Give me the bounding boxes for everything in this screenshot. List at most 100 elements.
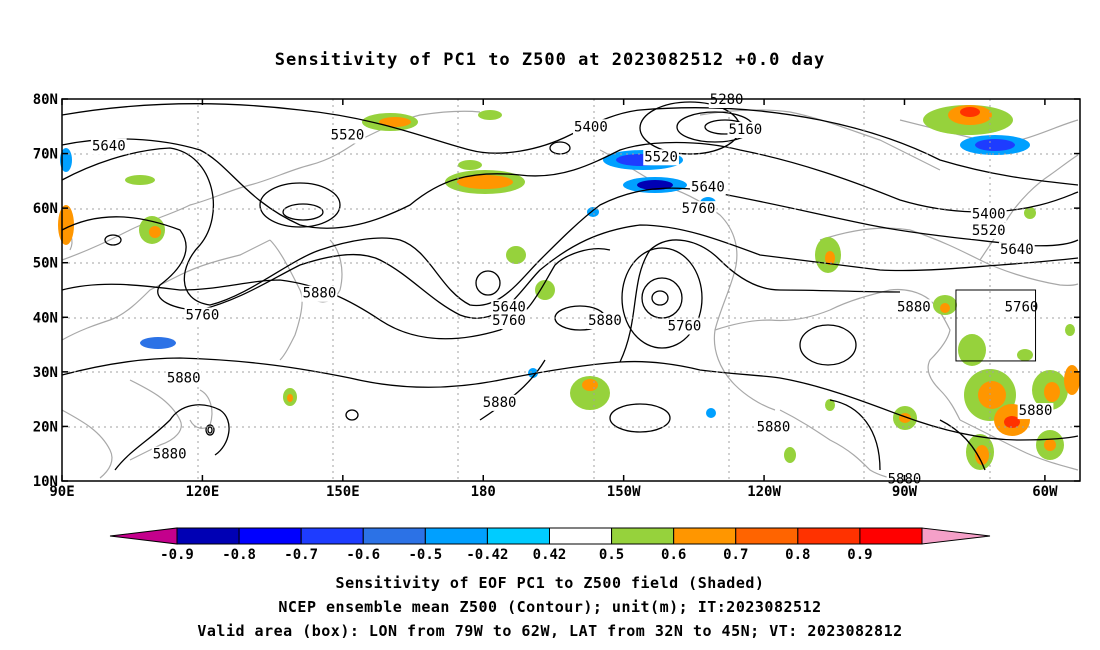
contour-label-bg	[755, 419, 792, 436]
colorbar-max-arrow	[921, 527, 991, 545]
contour-label-bg	[491, 313, 527, 330]
lat-label: 40N	[33, 310, 58, 326]
colorbar-bin	[424, 527, 488, 545]
colorbar-bin	[859, 527, 923, 545]
contour-label-bg	[587, 313, 623, 330]
colorbar-bin	[176, 527, 240, 545]
contour-label: 5880	[897, 299, 931, 315]
colorbar-bin	[673, 527, 737, 545]
contour-label: 5880	[588, 313, 622, 329]
colorbar-label: -0.9	[160, 547, 194, 563]
colorbar-label: -0.42	[466, 547, 508, 563]
contour-label: 5400	[574, 119, 608, 135]
lon-label: 90W	[892, 484, 918, 500]
contour-label-bg	[329, 127, 366, 144]
lat-label: 80N	[33, 92, 58, 108]
lat-label: 70N	[33, 147, 58, 163]
contour-label: 5520	[644, 149, 678, 165]
contour-label-bg	[727, 122, 764, 139]
contour-label: 5640	[492, 299, 526, 315]
colorbar-label: -0.8	[222, 547, 256, 563]
colorbar-label: -0.5	[408, 547, 442, 563]
lat-label: 60N	[33, 201, 58, 217]
colorbar-bin	[797, 527, 861, 545]
colorbar-label: -0.7	[284, 547, 318, 563]
colorbar-label: 0.7	[723, 547, 748, 563]
lat-label: 50N	[33, 256, 58, 272]
colorbar-bin	[362, 527, 426, 545]
colorbar-label: 0.9	[847, 547, 872, 563]
colorbar-label: 0.6	[661, 547, 686, 563]
contour-label-bg	[895, 299, 932, 316]
contour-label: 5520	[331, 127, 365, 143]
lon-label: 120E	[186, 484, 220, 500]
z500-contours	[61, 101, 1079, 471]
colorbar-label: -0.6	[346, 547, 380, 563]
contour-label-bg	[680, 201, 717, 218]
lat-label: 10N	[33, 474, 58, 490]
contour-label: 5160	[728, 122, 762, 138]
contour-label-bg	[184, 307, 221, 324]
colorbar-bin	[486, 527, 550, 545]
lon-label: 60W	[1032, 484, 1058, 500]
colorbar-bin	[611, 527, 675, 545]
contour-label-bg	[481, 394, 518, 411]
contour-label-bg	[1003, 299, 1040, 316]
colorbar-label: 0.8	[785, 547, 810, 563]
contour-label: 5880	[303, 286, 337, 302]
lat-label: 30N	[33, 365, 58, 381]
colorbar-label: 0.5	[599, 547, 624, 563]
contour-label-bg	[573, 119, 609, 136]
contour-label: 5880	[1019, 403, 1053, 419]
plot-frame	[61, 98, 1081, 482]
contour-label: 5400	[972, 207, 1006, 223]
contour-label: 5640	[691, 179, 725, 195]
contour-label-bg	[491, 299, 527, 316]
contour-label: 5640	[1000, 242, 1034, 258]
contour-label: 5760	[1005, 299, 1039, 315]
contour-label-bg	[643, 149, 679, 166]
contour-label-bg	[1017, 403, 1054, 420]
lon-label: 90E	[49, 484, 74, 500]
colorbar-label: 0.42	[533, 547, 567, 563]
figure-title: Sensitivity of PC1 to Z500 at 2023082512…	[274, 50, 826, 70]
contour-label-bg	[708, 92, 745, 108]
colorbar-bin	[735, 527, 799, 545]
contour-label-bg	[970, 222, 1007, 239]
contour-label: 5880	[757, 419, 791, 435]
lon-label: 150W	[607, 484, 641, 500]
lon-label: 150E	[326, 484, 360, 500]
contour-label-bg	[690, 179, 726, 196]
contour-label-bg	[998, 242, 1035, 259]
contour-label-bg	[970, 206, 1007, 223]
contour-label-bg	[301, 285, 338, 302]
contour-label: 5760	[668, 318, 702, 334]
colorbar-min-arrow	[109, 527, 178, 545]
caption-shading: Sensitivity of EOF PC1 to Z500 field (Sh…	[335, 574, 765, 592]
lat-lon-grid	[62, 99, 1080, 481]
caption-valid-area: Valid area (box): LON from 79W to 62W, L…	[197, 622, 903, 640]
colorbar-bin	[238, 527, 302, 545]
valid-area-box	[955, 289, 1037, 362]
contour-label: 5880	[153, 447, 187, 463]
colorbar-bin	[549, 527, 613, 545]
contour-label: 5280	[710, 92, 744, 108]
contour-label-bg	[165, 370, 202, 387]
lon-label: 180	[471, 484, 496, 500]
colorbar: -0.9 -0.8 -0.7 -0.6 -0.5 -0.42 0.42 0.5 0.6 0.7 0.…	[109, 527, 991, 563]
contour-label: 5640	[92, 138, 126, 154]
contour-label: 5880	[483, 395, 517, 411]
contour-label: 5880	[167, 370, 201, 386]
contour-label-bg	[90, 138, 127, 155]
lon-label: 120W	[747, 484, 781, 500]
contour-label: 5760	[492, 313, 526, 329]
contour-label: 5520	[972, 223, 1006, 239]
contour-label: 5760	[186, 308, 220, 324]
lat-label: 20N	[33, 419, 58, 435]
contour-label-bg	[666, 318, 703, 335]
contour-label-bg	[151, 446, 188, 463]
contour-label: 5760	[682, 201, 716, 217]
